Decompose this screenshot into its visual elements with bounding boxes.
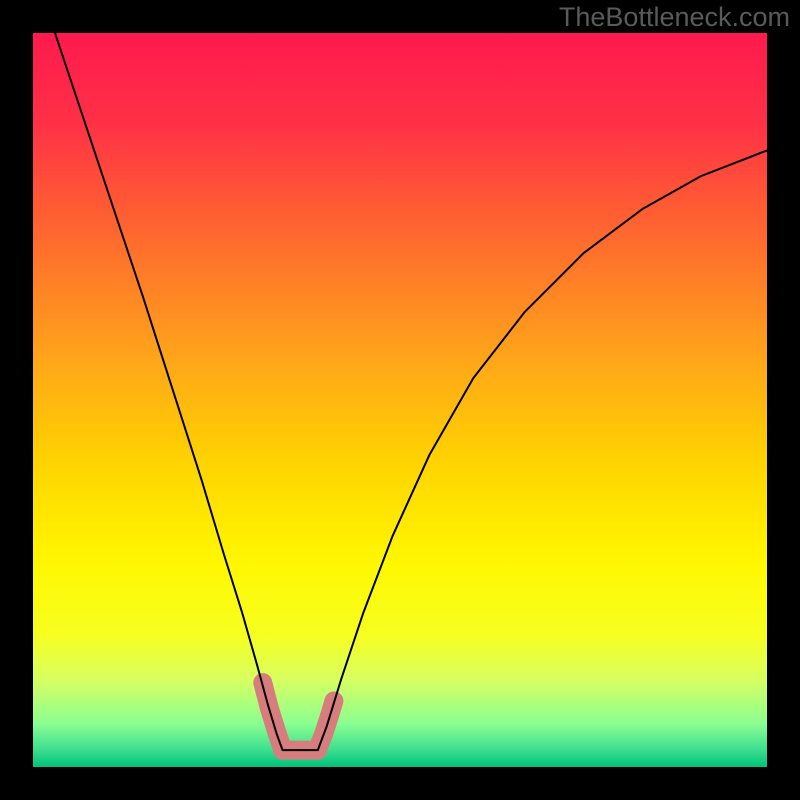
plot-background — [33, 33, 767, 767]
watermark-text: TheBottleneck.com — [559, 2, 790, 33]
plot-area — [33, 33, 767, 767]
stage: TheBottleneck.com — [0, 0, 800, 800]
chart-svg — [33, 33, 767, 767]
